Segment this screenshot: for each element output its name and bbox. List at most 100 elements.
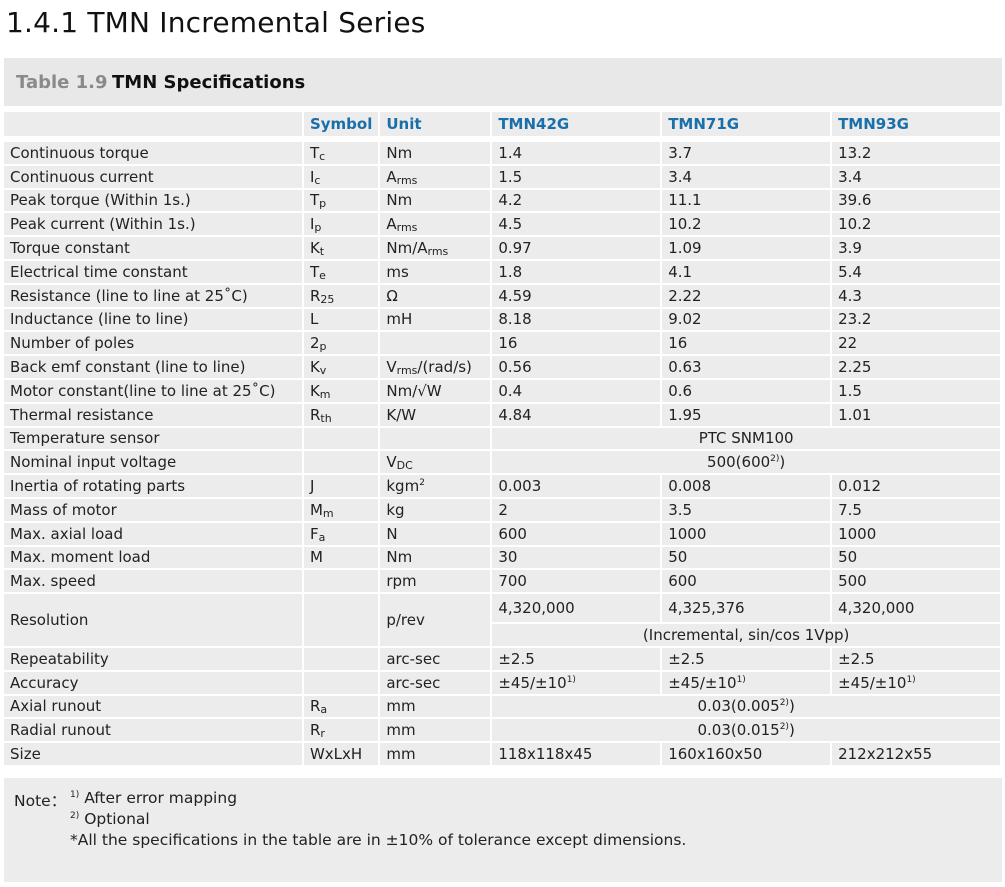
row-parameter: Inertia of rotating parts xyxy=(4,475,304,499)
row-value: 1.09 xyxy=(662,237,833,261)
merged-tail: ) xyxy=(788,697,795,716)
table-row: Continuous torque Tc Nm 1.4 3.7 13.2 xyxy=(4,142,1002,166)
row-parameter: Back emf constant (line to line) xyxy=(4,356,304,380)
row-value: 1.5 xyxy=(492,165,663,190)
row-unit: Ω xyxy=(380,284,493,309)
table-row: Axial runout Ra mm 0.03(0.0052)) xyxy=(4,695,1002,720)
row-unit: Nm xyxy=(380,189,493,214)
row-value: 600 xyxy=(662,570,833,595)
row-symbol: Rth xyxy=(303,403,381,428)
row-parameter: Accuracy xyxy=(4,671,304,696)
table-row: Mass of motor Mm kg 2 3.5 7.5 xyxy=(4,498,1002,523)
row-symbol: Ra xyxy=(303,695,381,720)
header-model-1: TMN42G xyxy=(492,112,663,138)
row-value: ±2.5 xyxy=(832,647,1002,672)
row-value: 5.4 xyxy=(832,260,1002,285)
row-symbol: L xyxy=(303,308,381,333)
row-symbol: Km xyxy=(303,379,381,404)
row-value: 4.2 xyxy=(492,189,663,214)
row-unit: ms xyxy=(380,260,493,285)
row-unit: mH xyxy=(380,308,493,333)
table-row: Repeatability arc-sec ±2.5 ±2.5 ±2.5 xyxy=(4,647,1002,672)
header-model-2: TMN71G xyxy=(662,112,833,138)
row-value: 2.25 xyxy=(832,356,1002,380)
table-row: Continuous current Ic Arms 1.5 3.4 3.4 xyxy=(4,165,1002,190)
row-symbol xyxy=(303,594,381,648)
note-1-marker: 1) xyxy=(70,789,80,800)
table-row: Resolution p/rev 4,320,000 4,325,376 4,320,0… xyxy=(4,594,1002,648)
row-unit: arc-sec xyxy=(380,671,493,696)
row-value: 39.6 xyxy=(832,189,1002,214)
header-parameter xyxy=(4,112,304,138)
row-parameter: Max. speed xyxy=(4,570,304,595)
row-unit: N xyxy=(380,522,493,547)
unit-superscript: 2 xyxy=(419,478,425,489)
row-merged-value: 500(6002)) xyxy=(492,451,1002,476)
row-symbol: R25 xyxy=(303,284,381,309)
row-value: 9.02 xyxy=(662,308,833,333)
row-value: 11.1 xyxy=(662,189,833,214)
row-value: 1.5 xyxy=(832,379,1002,404)
row-value: 22 xyxy=(832,332,1002,357)
row-unit: mm xyxy=(380,719,493,744)
merged-text: 0.03(0.015 xyxy=(697,721,780,740)
row-value: 4.59 xyxy=(492,284,663,309)
table-row: Back emf constant (line to line) Kv Vrms/(… xyxy=(4,356,1002,380)
row-value: 1.4 xyxy=(492,142,663,166)
row-value: 3.5 xyxy=(662,498,833,523)
row-symbol: Kv xyxy=(303,356,381,380)
value-footnote-marker: 1) xyxy=(736,674,746,685)
row-value: 4,325,376 xyxy=(662,594,833,625)
row-parameter: Mass of motor xyxy=(4,498,304,523)
row-symbol: Tc xyxy=(303,142,381,166)
row-symbol: Te xyxy=(303,260,381,285)
table-row: Max. moment load M Nm 30 50 50 xyxy=(4,546,1002,571)
row-parameter: Resistance (line to line at 25˚C) xyxy=(4,284,304,309)
row-value: 1.8 xyxy=(492,260,663,285)
row-value: 0.63 xyxy=(662,356,833,380)
row-merged-value: (Incremental, sin/cos 1Vpp) xyxy=(492,624,1002,648)
row-value: 2.22 xyxy=(662,284,833,309)
row-value: 4.5 xyxy=(492,213,663,238)
table-row: Max. axial load Fa N 600 1000 1000 xyxy=(4,522,1002,547)
unit-text: kgm xyxy=(386,477,420,496)
row-value: 10.2 xyxy=(662,213,833,238)
table-row: Peak torque (Within 1s.) Tp Nm 4.2 11.1 39.6 xyxy=(4,189,1002,214)
row-symbol: J xyxy=(303,475,381,499)
row-parameter: Repeatability xyxy=(4,647,304,672)
row-symbol: 2p xyxy=(303,332,381,357)
row-parameter: Axial runout xyxy=(4,695,304,720)
table-header-row: Symbol Unit TMN42G TMN71G TMN93G xyxy=(4,112,1002,138)
row-value: 0.56 xyxy=(492,356,663,380)
row-value: 0.008 xyxy=(662,475,833,499)
row-unit: kgm2 xyxy=(380,475,493,499)
row-value: 4,320,000 xyxy=(832,594,1002,625)
row-unit: Nm xyxy=(380,546,493,571)
row-symbol: Mm xyxy=(303,498,381,523)
table-row: Number of poles 2p 16 16 22 xyxy=(4,332,1002,357)
value-footnote-marker: 1) xyxy=(566,674,576,685)
row-value: 700 xyxy=(492,570,663,595)
table-row: Resistance (line to line at 25˚C) R25 Ω 4.5… xyxy=(4,284,1002,309)
row-value: 160x160x50 xyxy=(662,743,833,767)
row-value: ±2.5 xyxy=(662,647,833,672)
table-row-sub: (Incremental, sin/cos 1Vpp) xyxy=(4,624,1002,648)
header-symbol: Symbol xyxy=(303,112,381,138)
row-symbol: WxLxH xyxy=(303,743,381,767)
row-value: 1000 xyxy=(662,522,833,547)
merged-footnote-marker: 2) xyxy=(779,722,789,733)
table-row: Size WxLxH mm 118x118x45 160x160x50 212x212x5… xyxy=(4,743,1002,767)
row-value: 4,320,000 xyxy=(492,594,663,625)
row-symbol: M xyxy=(303,546,381,571)
table-row: Thermal resistance Rth K/W 4.84 1.95 1.01 xyxy=(4,403,1002,428)
row-merged-value: 0.03(0.0052)) xyxy=(492,695,1002,720)
row-merged-value: PTC SNM100 xyxy=(492,427,1002,452)
row-value: 50 xyxy=(662,546,833,571)
row-value: ±45/±101) xyxy=(832,671,1002,696)
table-row: Temperature sensor PTC SNM100 xyxy=(4,427,1002,452)
row-parameter: Size xyxy=(4,743,304,767)
row-value: 0.003 xyxy=(492,475,663,499)
note-2-marker: 2) xyxy=(70,810,80,821)
